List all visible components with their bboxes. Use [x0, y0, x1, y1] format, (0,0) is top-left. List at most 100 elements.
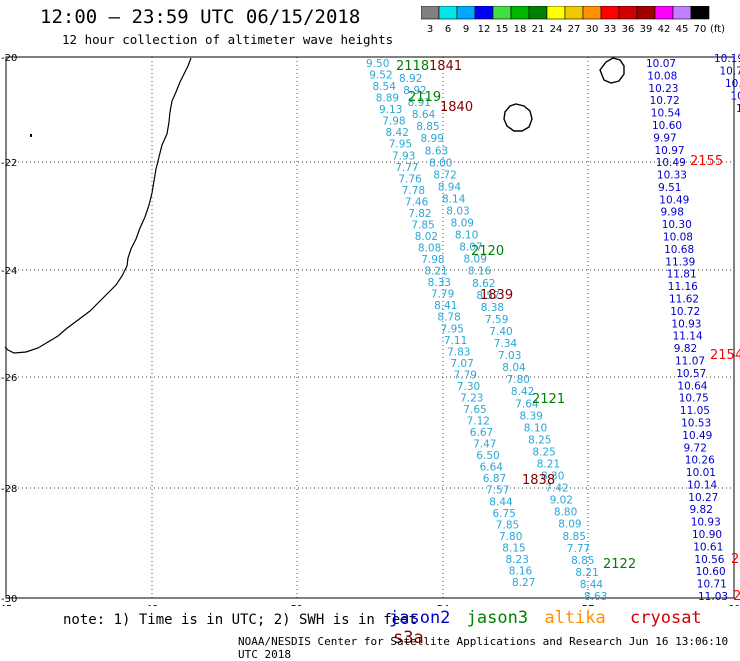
- lat-tick-label: -26: [1, 373, 17, 384]
- swh-value: 7.23: [460, 393, 483, 405]
- swh-value: 10.0: [731, 91, 740, 103]
- swh-value: 7.95: [389, 139, 412, 151]
- swh-value: 7.46: [405, 196, 429, 208]
- swh-value: 8.14: [442, 194, 466, 206]
- swh-value: 11.14: [673, 331, 703, 343]
- credit-line: NOAA/NESDIS Center for Satellite Applica…: [238, 635, 740, 661]
- swh-value: 8.15: [502, 542, 525, 554]
- lon-tick-label: 51: [291, 604, 304, 606]
- pass-number: 2121: [532, 392, 565, 407]
- swh-value: 10.93: [691, 517, 721, 529]
- swh-value: 8.09: [558, 519, 581, 531]
- swh-value: 7.30: [457, 381, 480, 393]
- swh-value: 8.21: [575, 567, 598, 579]
- swh-value: 10.75: [679, 393, 709, 405]
- swh-value: 10.30: [662, 219, 692, 231]
- swh-value: 9.02: [550, 495, 573, 507]
- swh-value: 8.85: [571, 555, 594, 567]
- swh-value: 7.98: [421, 254, 444, 266]
- swh-value: 7.78: [402, 185, 425, 197]
- swh-value: 9.72: [684, 442, 707, 454]
- lon-tick-label: 57: [582, 604, 595, 606]
- wave-height-map: 9.509.528.548.899.137.988.427.957.937.77…: [0, 0, 740, 606]
- swh-value: 8.00: [429, 157, 452, 169]
- swh-value: 8.94: [438, 181, 462, 193]
- lat-tick-label: -20: [1, 53, 17, 64]
- swh-value: 8.04: [502, 362, 526, 374]
- sat-jason2: jason2: [389, 608, 450, 628]
- swh-value: 10.08: [663, 232, 693, 244]
- swh-value: 8.64: [412, 109, 436, 121]
- swh-value: 8.10: [455, 230, 478, 242]
- swh-value: 7.07: [450, 358, 473, 370]
- swh-value: 10.68: [664, 244, 694, 256]
- swh-value: 7.82: [408, 208, 431, 220]
- lat-tick-label: -30: [1, 594, 17, 605]
- swh-value: 8.85: [416, 121, 439, 133]
- map-grid: [6, 57, 734, 598]
- swh-value: 8.78: [437, 312, 460, 324]
- swh-value: 11.07: [675, 356, 705, 368]
- swh-value: 7.98: [382, 116, 405, 128]
- sat-jason3: jason3: [467, 608, 528, 628]
- swh-value: 11.05: [680, 405, 710, 417]
- swh-value: 10.27: [688, 492, 718, 504]
- swh-value: 8.16: [509, 566, 533, 578]
- pass-number: 2119: [408, 90, 441, 105]
- lon-tick-label: 60: [728, 604, 740, 606]
- madagascar-coast: [5, 58, 191, 353]
- pass-number: 2: [733, 589, 740, 604]
- pass-number: 1840: [440, 100, 473, 115]
- swh-value: 8.42: [511, 386, 534, 398]
- swh-value: 9.82: [690, 504, 713, 516]
- lat-tick-label: -28: [1, 484, 17, 495]
- swh-value: 7.85: [411, 220, 434, 232]
- pass-number: 1839: [480, 288, 513, 303]
- swh-value: 10.60: [652, 120, 682, 132]
- swh-value: 6.75: [493, 508, 516, 520]
- swh-value: 8.03: [446, 206, 469, 218]
- swh-value: 10.60: [696, 566, 726, 578]
- swh-value: 9.82: [674, 343, 697, 355]
- lon-tick-label: 54: [437, 604, 450, 606]
- swh-value: 10.14: [687, 479, 717, 491]
- altimeter-tracks: 9.509.528.548.899.137.988.427.957.937.77…: [366, 53, 740, 603]
- swh-value: 9.51: [658, 182, 681, 194]
- swh-value: 10.26: [685, 455, 715, 467]
- swh-value: 8.44: [489, 496, 513, 508]
- swh-value: 7.85: [496, 519, 519, 531]
- islet-mark: [30, 134, 32, 137]
- swh-value: 8.10: [524, 422, 547, 434]
- swh-value: 9.50: [366, 58, 389, 70]
- swh-value: 8.23: [506, 554, 529, 566]
- swh-value: 7.80: [499, 531, 522, 543]
- swh-value: 8.99: [421, 133, 444, 145]
- swh-value: 10.56: [694, 554, 724, 566]
- swh-value: 10.54: [651, 108, 681, 120]
- swh-value: 6.87: [483, 473, 506, 485]
- swh-value: 8.72: [433, 169, 456, 181]
- swh-value: 1: [736, 103, 740, 115]
- coastline: [5, 58, 624, 353]
- swh-value: 10.61: [693, 541, 723, 553]
- swh-value: 8.38: [481, 302, 504, 314]
- swh-value: 8.89: [376, 93, 399, 105]
- swh-value: 8.85: [563, 531, 586, 543]
- swh-value: 10.08: [647, 70, 677, 82]
- swh-value: 7.40: [489, 326, 512, 338]
- lon-tick-label: 48: [146, 604, 159, 606]
- pass-number: 1841: [429, 59, 462, 74]
- pass-number: 2: [731, 552, 739, 567]
- swh-value: 8.39: [520, 410, 543, 422]
- swh-value: 8.54: [373, 81, 397, 93]
- swh-value: 11.62: [669, 294, 699, 306]
- lat-tick-label: -24: [1, 266, 17, 277]
- swh-value: 10.90: [692, 529, 722, 541]
- swh-value: 9.13: [379, 104, 402, 116]
- swh-value: 9.98: [661, 207, 684, 219]
- swh-value: 8.25: [528, 434, 551, 446]
- swh-value: 7.79: [431, 289, 454, 301]
- swh-value: 8.80: [554, 507, 577, 519]
- swh-value: 10.33: [657, 170, 687, 182]
- swh-value: 8.63: [584, 591, 607, 603]
